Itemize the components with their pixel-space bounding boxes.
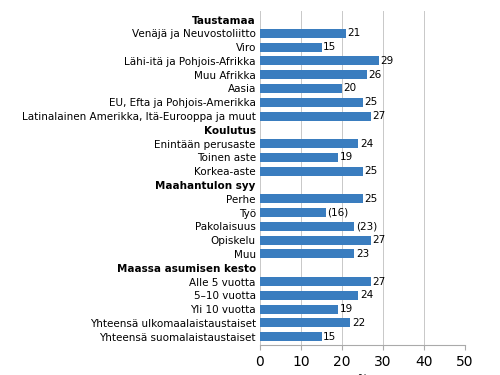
Bar (260, 249, 354, 258)
Text: 24: 24 (360, 139, 374, 148)
Text: 23: 23 (356, 249, 369, 259)
Bar (260, 56, 379, 65)
Bar (260, 139, 358, 148)
Bar (260, 29, 346, 38)
Bar (260, 167, 362, 176)
Bar (260, 153, 338, 162)
Text: 25: 25 (364, 194, 378, 204)
Bar (260, 222, 354, 231)
Bar (260, 43, 322, 52)
Text: 15: 15 (323, 332, 336, 342)
Text: 20: 20 (344, 84, 357, 93)
Bar (260, 291, 358, 300)
Bar (260, 194, 362, 203)
Bar (260, 277, 370, 286)
Text: 21: 21 (348, 28, 361, 38)
Text: (16): (16) (327, 208, 348, 218)
Text: 15: 15 (323, 42, 336, 52)
Text: 24: 24 (360, 290, 374, 300)
Text: 29: 29 (380, 56, 394, 66)
Text: 22: 22 (352, 318, 365, 328)
Text: 27: 27 (372, 235, 386, 245)
Bar (260, 304, 338, 313)
Text: 26: 26 (368, 70, 382, 80)
Bar (260, 84, 342, 93)
Bar (260, 208, 326, 217)
Text: 25: 25 (364, 97, 378, 107)
Text: 19: 19 (340, 304, 353, 314)
Bar (260, 112, 370, 120)
Bar (260, 332, 322, 341)
Text: 27: 27 (372, 111, 386, 121)
X-axis label: %: % (358, 374, 368, 375)
Text: 19: 19 (340, 153, 353, 162)
Text: 27: 27 (372, 276, 386, 286)
Bar (260, 98, 362, 107)
Bar (260, 70, 366, 79)
Text: 25: 25 (364, 166, 378, 176)
Text: (23): (23) (356, 221, 377, 231)
Bar (260, 318, 350, 327)
Bar (260, 236, 370, 244)
